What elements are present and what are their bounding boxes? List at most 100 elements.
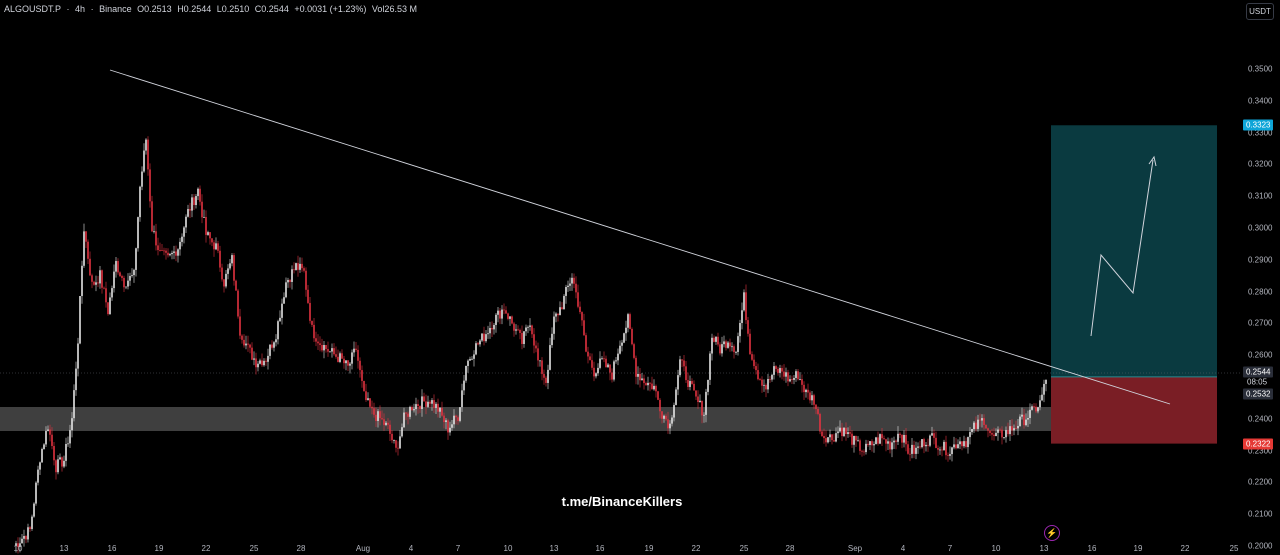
candle-body [741, 310, 743, 323]
candle-body [65, 444, 67, 461]
candle-body [155, 231, 157, 246]
candle-body [547, 369, 549, 383]
candle-body [205, 216, 207, 235]
candle-body [691, 381, 693, 384]
candle-body [637, 373, 639, 377]
candle-body [81, 265, 83, 297]
candle-body [979, 419, 981, 421]
candle-body [21, 538, 23, 544]
candle-body [579, 306, 581, 313]
candle-body [47, 429, 49, 431]
candle-body [55, 460, 57, 473]
time-tick: 19 [154, 544, 164, 553]
candle-body [49, 429, 51, 435]
candle-body [585, 335, 587, 352]
candle-body [703, 414, 705, 416]
candle-body [707, 379, 709, 392]
candle-body [1011, 426, 1013, 431]
candle-body [685, 366, 687, 381]
candle-body [1003, 437, 1005, 439]
candle-body [657, 391, 659, 400]
candle-body [293, 269, 295, 271]
candle-body [1015, 428, 1017, 429]
candle-body [323, 345, 325, 351]
candle-body [231, 255, 233, 264]
candle-body [367, 398, 369, 400]
candle-body [449, 427, 451, 433]
price-tick: 0.3400 [1248, 96, 1273, 106]
candle-body [117, 261, 119, 273]
candle-body [921, 439, 923, 448]
lightning-icon[interactable]: ⚡ [1044, 525, 1060, 541]
candle-body [933, 433, 935, 438]
candle-body [795, 371, 797, 378]
candle-body [869, 441, 871, 445]
candle-body [733, 346, 735, 353]
candle-body [563, 295, 565, 310]
candle-body [911, 444, 913, 454]
candle-body [33, 503, 35, 517]
candle-body [161, 250, 163, 251]
time-tick: 25 [249, 544, 259, 553]
candle-body [111, 288, 113, 298]
candle-body [569, 283, 571, 286]
candle-body [147, 139, 149, 170]
candle-body [625, 327, 627, 334]
candle-body [995, 432, 997, 437]
candle-body [197, 188, 199, 197]
candle-body [1001, 429, 1003, 438]
time-tick: 4 [900, 544, 906, 553]
candle-body [617, 353, 619, 361]
candle-body [863, 451, 865, 453]
candle-body [775, 366, 777, 369]
candle-body [183, 227, 185, 237]
candle-body [819, 413, 821, 432]
candle-body [881, 434, 883, 439]
timeframe[interactable]: 4h [75, 4, 86, 14]
candle-body [1023, 414, 1025, 426]
symbol-name[interactable]: ALGOUSDT.P [4, 4, 62, 14]
candle-body [483, 333, 485, 342]
candle-body [141, 171, 143, 187]
candle-body [759, 379, 761, 381]
candle-body [447, 420, 449, 433]
price-tick: 0.2700 [1248, 318, 1273, 328]
candle-body [343, 358, 345, 364]
time-tick: 4 [408, 544, 414, 553]
time-tick: 7 [947, 544, 953, 553]
candle-body [345, 360, 347, 364]
candle-body [387, 422, 389, 425]
candle-body [1031, 406, 1033, 410]
candle-body [891, 442, 893, 450]
candle-body [385, 422, 387, 425]
candle-body [461, 390, 463, 408]
candle-body [145, 139, 147, 151]
candle-body [211, 238, 213, 243]
candle-body [607, 364, 609, 368]
candle-body [839, 427, 841, 432]
candle-body [835, 433, 837, 442]
candle-body [877, 437, 879, 444]
candle-body [423, 396, 425, 402]
candle-body [221, 267, 223, 280]
currency-button[interactable]: USDT [1246, 3, 1274, 20]
candle-body [129, 275, 131, 281]
candle-body [437, 403, 439, 412]
candle-body [985, 424, 987, 429]
candle-body [817, 409, 819, 414]
candle-body [1005, 430, 1007, 438]
candle-body [955, 444, 957, 449]
price-tick: 0.3100 [1248, 191, 1273, 201]
candle-body [107, 302, 109, 315]
candle-body [93, 281, 95, 285]
candle-body [501, 309, 503, 319]
candle-body [711, 337, 713, 354]
candle-body [815, 404, 817, 410]
candle-body [317, 341, 319, 344]
candle-body [281, 303, 283, 318]
candle-body [143, 150, 145, 172]
candle-body [467, 360, 469, 366]
candle-body [903, 434, 905, 443]
candle-body [597, 367, 599, 374]
